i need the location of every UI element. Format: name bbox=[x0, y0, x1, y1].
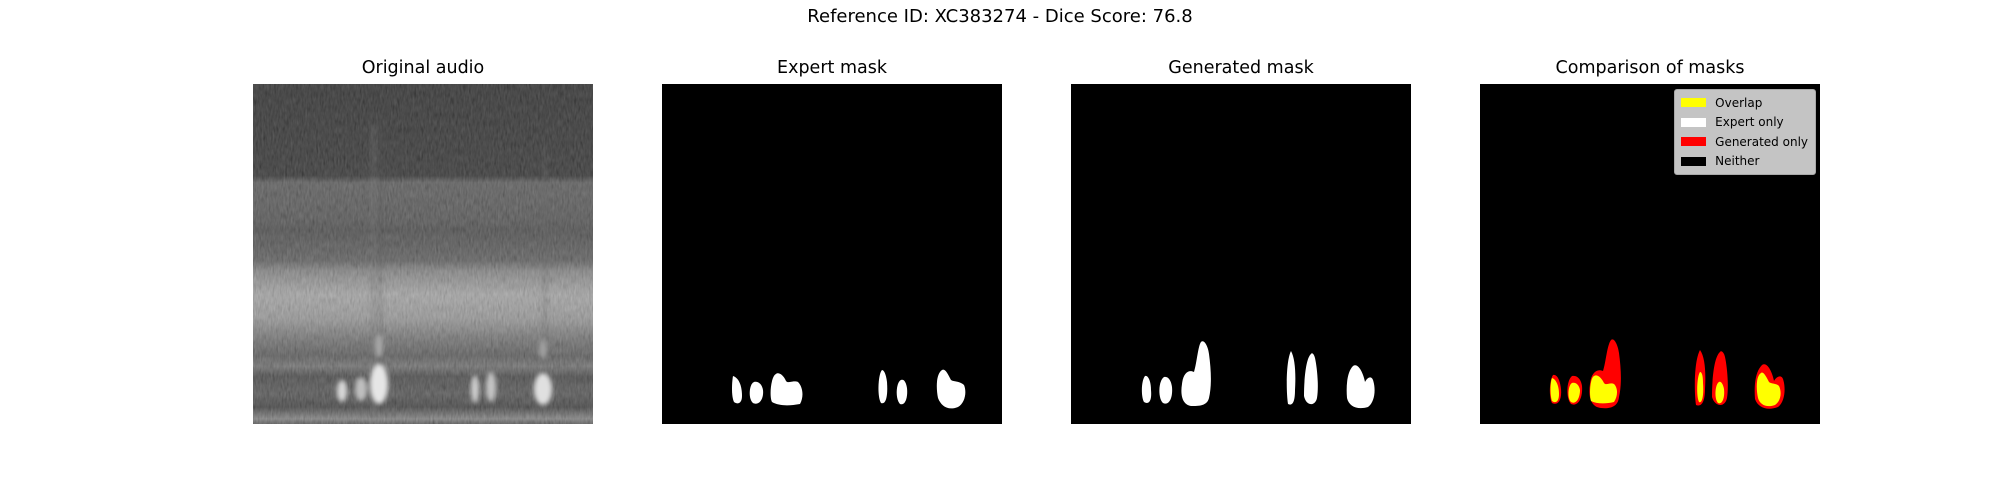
legend-item-expert-only: Expert only bbox=[1681, 113, 1808, 133]
expert-blob-4 bbox=[878, 370, 888, 404]
legend-label-generated-only: Generated only bbox=[1715, 134, 1808, 149]
generated-blob-4 bbox=[1286, 351, 1296, 405]
expert-blob-2 bbox=[749, 381, 764, 404]
legend-item-neither: Neither bbox=[1681, 152, 1808, 172]
expert-blob-5 bbox=[896, 379, 908, 405]
panel-title-generated-mask: Generated mask bbox=[1168, 58, 1314, 78]
expert-blob-1 bbox=[732, 376, 742, 404]
overlap-blob-2 bbox=[1568, 382, 1580, 403]
overlap-blob-5 bbox=[1715, 381, 1725, 404]
panel-comparison-of-masks: Overlap Expert only Generated only Neith… bbox=[1480, 84, 1820, 424]
legend-item-generated-only: Generated only bbox=[1681, 132, 1808, 152]
generated-blob-2 bbox=[1159, 376, 1173, 404]
panel-title-original-audio: Original audio bbox=[361, 58, 485, 78]
legend-swatch-generated-only bbox=[1681, 137, 1707, 147]
generated-blob-1 bbox=[1141, 375, 1152, 403]
expert-mask-background bbox=[662, 84, 1002, 424]
mask-legend: Overlap Expert only Generated only Neith… bbox=[1674, 89, 1816, 175]
panel-title-comparison: Comparison of masks bbox=[1555, 58, 1745, 78]
legend-label-expert-only: Expert only bbox=[1715, 115, 1784, 130]
legend-swatch-neither bbox=[1681, 156, 1707, 166]
overlap-blob-3 bbox=[1590, 375, 1617, 404]
panel-original-audio bbox=[253, 84, 593, 424]
overlap-blob-4 bbox=[1697, 372, 1704, 403]
panel-generated-mask bbox=[1071, 84, 1411, 424]
generated-blob-6 bbox=[1346, 365, 1375, 409]
legend-label-neither: Neither bbox=[1715, 154, 1760, 169]
overlap-blob-1 bbox=[1550, 378, 1559, 403]
legend-swatch-overlap bbox=[1681, 98, 1707, 108]
legend-label-overlap: Overlap bbox=[1715, 95, 1763, 110]
legend-swatch-expert-only bbox=[1681, 117, 1707, 127]
generated-blob-5 bbox=[1304, 353, 1318, 405]
overlap-blob-6 bbox=[1756, 372, 1781, 407]
spectrogram-vertical-streaks bbox=[371, 124, 547, 414]
panel-title-expert-mask: Expert mask bbox=[777, 58, 887, 78]
legend-item-overlap: Overlap bbox=[1681, 93, 1808, 113]
expert-blob-3 bbox=[770, 373, 803, 406]
panel-expert-mask bbox=[662, 84, 1002, 424]
figure-suptitle: Reference ID: XC383274 - Dice Score: 76.… bbox=[807, 6, 1193, 27]
spectrogram-call-highlights bbox=[337, 334, 552, 405]
generated-blob-3 bbox=[1181, 341, 1211, 406]
expert-blob-6 bbox=[936, 369, 966, 409]
overlap-regions bbox=[1550, 372, 1781, 407]
spectrogram-noise bbox=[253, 84, 593, 424]
